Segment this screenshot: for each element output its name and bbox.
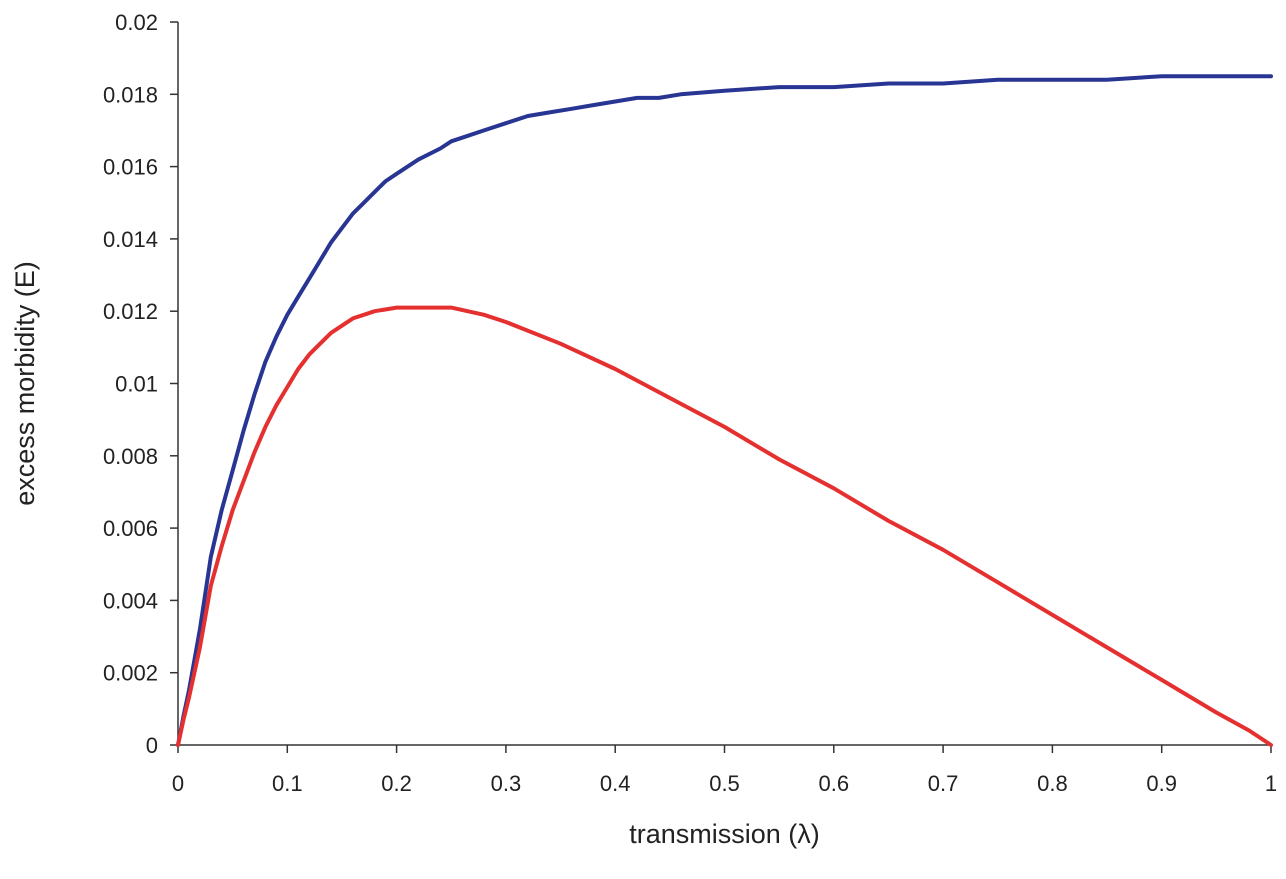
y-tick-label: 0.018 — [103, 82, 158, 107]
y-axis: 0 0.002 0.004 0.006 0.008 0.01 0.012 0.014 0.016… — [103, 10, 179, 758]
x-tick-label: 0.1 — [272, 771, 303, 796]
x-tick-label: 0.6 — [819, 771, 850, 796]
series-line-1 — [176, 74, 1273, 747]
y-tick-label: 0.02 — [115, 10, 158, 35]
x-tick-label: 0.3 — [491, 771, 522, 796]
y-tick-label: 0.016 — [103, 155, 158, 180]
y-tick-label: 0.01 — [115, 372, 158, 397]
x-tick-label: 0.7 — [928, 771, 959, 796]
x-axis: 0 0.1 0.2 0.3 0.4 0.5 0.6 0.7 0.8 0.9 1 — [172, 744, 1277, 796]
series-line-2 — [176, 305, 1273, 747]
y-tick-label: 0.014 — [103, 227, 158, 252]
x-axis-title: transmission (λ) — [629, 819, 820, 849]
x-tick-label: 0.5 — [709, 771, 740, 796]
x-tick-label: 0.2 — [381, 771, 412, 796]
y-tick-label: 0.012 — [103, 299, 158, 324]
x-tick-label: 0 — [172, 771, 184, 796]
y-tick-label: 0.008 — [103, 444, 158, 469]
x-tick-label: 1 — [1265, 771, 1277, 796]
x-tick-label: 0.9 — [1146, 771, 1177, 796]
y-tick-label: 0.002 — [103, 661, 158, 686]
x-tick-label: 0.4 — [600, 771, 631, 796]
y-axis-title: excess morbidity (E) — [10, 261, 40, 506]
series-layer — [176, 74, 1273, 747]
y-tick-label: 0.004 — [103, 588, 158, 613]
x-tick-label: 0.8 — [1037, 771, 1068, 796]
y-tick-label: 0.006 — [103, 516, 158, 541]
y-tick-label: 0 — [146, 733, 158, 758]
